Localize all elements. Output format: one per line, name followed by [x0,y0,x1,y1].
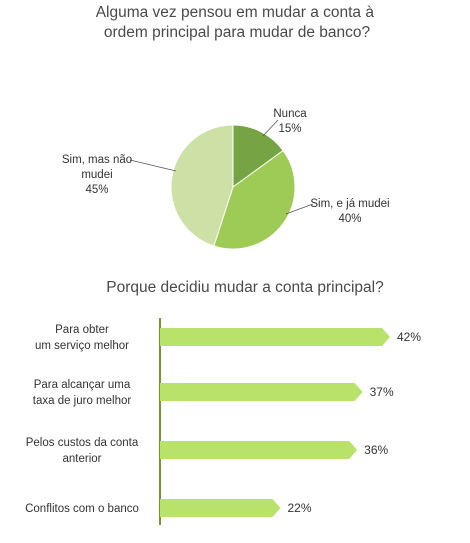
pie-title-line-1: Alguma vez pensou em mudar a conta à [96,4,375,21]
bar-chart-title: Porque decidiu mudar a conta principal? [106,279,384,296]
bar-category-label-line: anterior [63,453,102,465]
bar-chart: 42% Para obter um serviço melhor 37% Para al… [25,318,421,525]
pie-slice-label: Sim, mas não mudei 45% [62,154,132,196]
bar-value-label: 37% [370,385,394,399]
pie-slice-label: Nunca 15% [273,108,307,135]
bar-category-label: Conflitos com o banco [25,503,139,515]
bar [160,383,363,401]
pie-slice [232,124,284,188]
pie-slice-label-line: 15% [278,123,301,135]
bar-value-label: 42% [397,330,421,344]
pie-chart: Nunca 15% Sim, e já mudei 40% Sim, mas não mu… [62,108,390,250]
pie-slice [170,124,234,247]
pie-slice-label-line: Sim, mas não [62,154,132,166]
pie-leader-line [285,203,314,215]
bar-category-label: Para obter um serviço melhor [35,324,129,352]
bar [160,441,358,459]
bar-value-label: 22% [287,501,311,515]
bar [160,499,281,517]
pie-slice-label-line: Nunca [273,108,307,120]
bar-category-label-line: um serviço melhor [35,340,129,352]
pie-slice-label-line: Sim, e já mudei [310,198,389,210]
pie-title-line-2: ordem principal para mudar de banco? [104,24,371,41]
pie-slice-label: Sim, e já mudei 40% [310,198,389,225]
pie-chart-title: Alguma vez pensou em mudar a conta à ord… [96,4,379,41]
pie-slice-label-line: mudei [81,169,112,181]
bar-category-label-line: Para alcançar uma [34,379,131,391]
bar-category-label-line: Conflitos com o banco [25,503,139,515]
pie-slice [213,149,296,250]
bar-category-label: Para alcançar uma taxa de juro melhor [33,379,132,407]
bar-category-label-line: Pelos custos da conta [26,437,139,449]
bar-category-label: Pelos custos da conta anterior [26,437,139,465]
bar-value-label: 36% [364,443,388,457]
bar-category-label-line: Para obter [55,324,109,336]
pie-leader-line [262,119,279,137]
bar [160,328,390,346]
bar-category-label-line: taxa de juro melhor [33,395,132,407]
pie-slice-label-line: 40% [338,213,361,225]
pie-leader-line [129,159,177,172]
pie-slice-label-line: 45% [85,184,108,196]
